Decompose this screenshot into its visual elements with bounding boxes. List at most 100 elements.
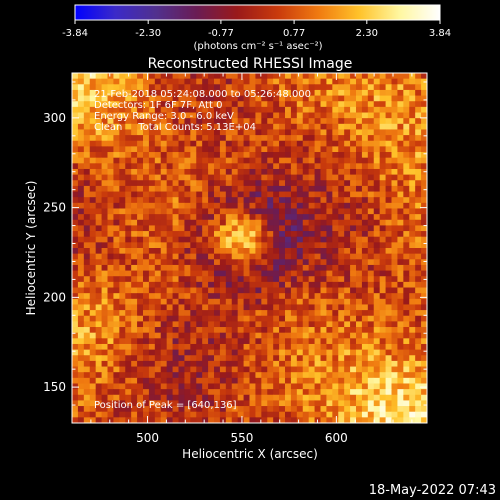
heatmap-cell	[314, 321, 321, 328]
heatmap-cell	[190, 174, 197, 181]
heatmap-cell	[172, 84, 179, 91]
heatmap-cell	[415, 304, 422, 311]
heatmap-cell	[237, 163, 244, 170]
heatmap-cell	[344, 225, 351, 232]
heatmap-cell	[273, 163, 280, 170]
heatmap-cell	[415, 270, 422, 277]
heatmap-cell	[290, 389, 298, 396]
heatmap-cell	[95, 219, 102, 226]
heatmap-cell	[320, 383, 327, 390]
heatmap-cell	[178, 383, 185, 390]
heatmap-cell	[296, 411, 304, 418]
heatmap-cell	[160, 185, 168, 192]
heatmap-cell	[261, 281, 268, 288]
heatmap-cell	[350, 95, 357, 102]
heatmap-cell	[285, 338, 292, 345]
heatmap-cell	[184, 214, 191, 221]
heatmap-cell	[285, 185, 292, 192]
heatmap-cell	[391, 112, 398, 119]
heatmap-cell	[166, 214, 173, 221]
heatmap-cell	[415, 106, 422, 113]
heatmap-cell	[296, 264, 304, 271]
heatmap-cell	[350, 236, 357, 243]
heatmap-cell	[160, 152, 168, 159]
heatmap-cell	[421, 287, 428, 294]
heatmap-cell	[373, 259, 381, 266]
heatmap-cell	[249, 84, 256, 91]
heatmap-cell	[344, 168, 351, 176]
heatmap-cell	[237, 112, 244, 119]
heatmap-cell	[415, 383, 422, 390]
heatmap-cell	[379, 248, 386, 255]
heatmap-cell	[154, 73, 162, 80]
heatmap-cell	[202, 95, 209, 102]
heatmap-cell	[154, 101, 162, 108]
heatmap-cell	[178, 152, 185, 159]
heatmap-cell	[379, 315, 386, 322]
heatmap-cell	[338, 406, 345, 413]
heatmap-cell	[361, 106, 369, 113]
heatmap-cell	[89, 185, 97, 192]
heatmap-cell	[72, 202, 79, 209]
heatmap-cell	[397, 135, 404, 142]
heatmap-cell	[332, 310, 339, 317]
heatmap-cell	[208, 208, 215, 215]
heatmap-cell	[214, 219, 221, 226]
heatmap-cell	[379, 281, 386, 288]
heatmap-cell	[338, 123, 345, 130]
heatmap-cell	[385, 360, 392, 367]
heatmap-cell	[326, 197, 333, 204]
heatmap-cell	[243, 298, 250, 305]
heatmap-cell	[95, 383, 102, 390]
heatmap-cell	[202, 343, 209, 351]
heatmap-cell	[261, 264, 268, 271]
heatmap-cell	[196, 84, 203, 91]
heatmap-cell	[403, 78, 410, 85]
heatmap-cell	[119, 236, 126, 243]
heatmap-cell	[285, 236, 292, 243]
heatmap-cell	[131, 236, 138, 243]
heatmap-cell	[101, 202, 108, 209]
heatmap-cell	[367, 168, 375, 176]
heatmap-cell	[302, 264, 310, 271]
heatmap-cell	[367, 129, 375, 136]
heatmap-cell	[137, 163, 144, 170]
heatmap-cell	[409, 174, 416, 181]
heatmap-cell	[214, 135, 221, 142]
heatmap-cell	[131, 310, 138, 317]
heatmap-cell	[101, 315, 108, 322]
heatmap-cell	[290, 185, 298, 192]
heatmap-cell	[166, 360, 173, 367]
heatmap-cell	[273, 248, 280, 255]
heatmap-cell	[385, 248, 392, 255]
heatmap-cell	[219, 383, 227, 390]
heatmap-cell	[202, 253, 209, 260]
heatmap-cell	[125, 84, 132, 91]
heatmap-cell	[131, 253, 138, 260]
heatmap-cell	[320, 355, 327, 362]
heatmap-cell	[332, 163, 339, 170]
heatmap-cell	[379, 191, 386, 198]
heatmap-cell	[125, 287, 132, 294]
heatmap-cell	[131, 259, 138, 266]
heatmap-cell	[397, 129, 404, 136]
heatmap-cell	[285, 394, 292, 401]
heatmap-cell	[391, 355, 398, 362]
heatmap-cell	[148, 293, 156, 300]
heatmap-cell	[397, 389, 404, 396]
heatmap-cell	[95, 174, 102, 181]
heatmap-cell	[403, 276, 410, 283]
heatmap-cell	[308, 389, 315, 396]
heatmap-cell	[208, 214, 215, 221]
heatmap-cell	[255, 135, 262, 142]
heatmap-cell	[403, 355, 410, 362]
heatmap-cell	[326, 338, 333, 345]
heatmap-cell	[214, 106, 221, 113]
heatmap-cell	[415, 157, 422, 164]
heatmap-cell	[131, 298, 138, 305]
heatmap-cell	[178, 78, 185, 85]
heatmap-cell	[178, 253, 185, 260]
heatmap-cell	[154, 338, 162, 345]
heatmap-cell	[219, 400, 227, 407]
heatmap-cell	[77, 366, 85, 373]
